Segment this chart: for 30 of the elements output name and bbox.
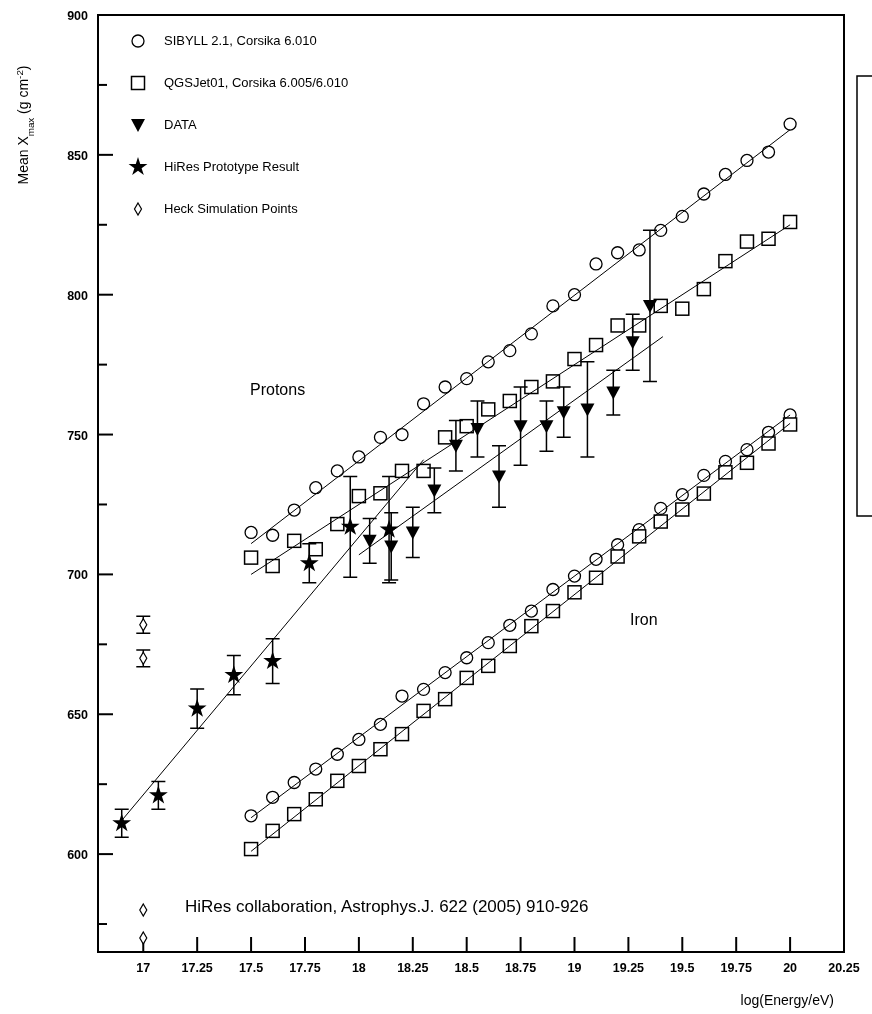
x-tick-label: 17.75	[289, 961, 321, 975]
x-tick-label: 20	[783, 961, 798, 975]
x-tick-label: 19.75	[720, 961, 752, 975]
x-tick-label: 19.5	[670, 961, 695, 975]
x-tick-label: 18	[351, 961, 366, 975]
y-tick-label: 900	[67, 9, 89, 23]
x-tick-label: 18.75	[504, 961, 537, 975]
y-tick-label: 600	[67, 848, 89, 863]
x-tick-label: 20.25	[828, 961, 860, 975]
y-tick-label: 700	[67, 568, 89, 583]
x-axis-title: log(Energy/eV)	[740, 992, 834, 1008]
y-tick-label: 650	[67, 708, 89, 723]
legend-label: DATA	[164, 117, 198, 132]
x-tick-label: 18.25	[397, 961, 429, 975]
annotation: Iron	[630, 611, 658, 628]
legend-label: Heck Simulation Points	[164, 201, 299, 216]
y-tick-label: 850	[67, 148, 89, 163]
annotation: Protons	[250, 381, 306, 398]
legend-label: QGSJet01, Corsika 6.005/6.010	[164, 75, 349, 90]
x-tick-label: 17	[136, 961, 151, 975]
legend-label: HiRes Prototype Result	[164, 159, 300, 174]
annotation: HiRes collaboration, Astrophys.J. 622 (2005) 910-926	[185, 897, 589, 916]
legend-label: SIBYLL 2.1, Corsika 6.010	[164, 33, 317, 48]
x-tick-label: 19.25	[612, 961, 645, 975]
x-tick-label: 17.25	[181, 961, 213, 975]
x-tick-label: 17.5	[238, 961, 264, 975]
y-tick-label: 800	[67, 288, 89, 303]
x-tick-label: 19	[567, 961, 582, 975]
y-tick-label: 750	[67, 428, 89, 443]
x-tick-label: 18.5	[454, 961, 479, 975]
